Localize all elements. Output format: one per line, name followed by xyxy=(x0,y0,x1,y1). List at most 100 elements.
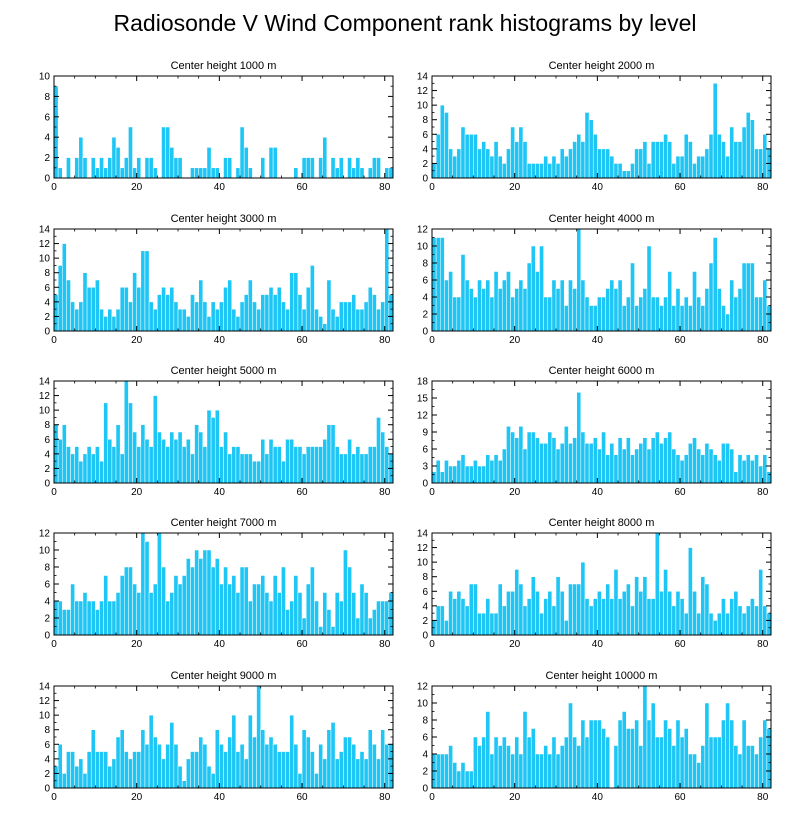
bar xyxy=(667,431,673,484)
bar xyxy=(559,443,565,484)
panel-title: Center height 5000 m xyxy=(171,365,277,377)
y-tick-label: 6 xyxy=(422,587,428,598)
bar xyxy=(260,157,266,179)
bar xyxy=(510,753,515,789)
bar xyxy=(659,443,664,484)
bar xyxy=(514,437,520,484)
bar xyxy=(111,600,117,636)
bar xyxy=(688,305,693,332)
bar xyxy=(543,598,548,636)
bar xyxy=(526,163,532,179)
bar xyxy=(650,702,656,789)
bar xyxy=(235,316,241,332)
bar xyxy=(82,592,88,636)
bar xyxy=(128,402,133,484)
x-tick-label: 80 xyxy=(379,639,391,650)
y-tick-label: 9 xyxy=(422,428,428,439)
bar xyxy=(547,431,553,484)
bar xyxy=(584,598,590,636)
bar xyxy=(136,446,142,484)
bar xyxy=(435,134,441,179)
bar xyxy=(572,437,577,484)
bar xyxy=(173,157,179,179)
y-tick-label: 8 xyxy=(44,420,50,431)
bar xyxy=(452,155,458,179)
bar xyxy=(530,163,536,179)
bar xyxy=(613,163,619,179)
bar xyxy=(103,316,108,332)
bar xyxy=(551,155,557,179)
bar xyxy=(745,745,751,789)
bar xyxy=(351,453,357,484)
bar xyxy=(70,583,75,636)
bar xyxy=(305,157,311,179)
bar xyxy=(314,308,319,332)
bar xyxy=(530,728,536,789)
bar xyxy=(717,736,722,789)
bar xyxy=(181,780,187,789)
bar xyxy=(564,426,569,484)
bar xyxy=(440,753,445,789)
bar xyxy=(654,431,660,484)
bar xyxy=(90,729,96,789)
bar xyxy=(103,167,108,179)
bar xyxy=(464,279,470,332)
bar xyxy=(334,592,340,636)
bar xyxy=(347,439,352,484)
x-tick-label: 80 xyxy=(379,792,391,803)
bar xyxy=(683,454,689,484)
bar xyxy=(654,296,660,332)
bar xyxy=(289,439,295,484)
bar xyxy=(124,157,129,179)
bar xyxy=(754,296,759,332)
bar xyxy=(588,605,594,636)
bar xyxy=(111,316,117,332)
bar xyxy=(572,141,577,179)
bar xyxy=(367,729,373,789)
panel-title: Center height 8000 m xyxy=(549,517,655,529)
y-tick-label: 2 xyxy=(422,767,428,778)
bar xyxy=(543,155,548,179)
bar xyxy=(301,308,307,332)
bar xyxy=(285,751,290,789)
bar xyxy=(351,592,357,636)
bar xyxy=(99,157,104,179)
bar xyxy=(293,446,299,484)
bar xyxy=(683,728,689,789)
y-tick-label: 10 xyxy=(39,72,51,83)
bar xyxy=(708,736,714,789)
bar xyxy=(297,294,303,332)
bar xyxy=(227,279,233,332)
bar xyxy=(276,287,282,332)
bar xyxy=(559,279,565,332)
bar xyxy=(456,148,462,179)
bar xyxy=(721,443,726,484)
bar xyxy=(671,448,677,484)
bar xyxy=(522,605,528,636)
bar xyxy=(733,141,739,179)
bar xyxy=(444,753,449,789)
bar xyxy=(530,576,536,636)
bar xyxy=(725,702,730,789)
x-tick-label: 80 xyxy=(757,335,769,346)
bar xyxy=(617,163,623,179)
bar xyxy=(696,296,701,332)
bar xyxy=(165,600,170,636)
bar xyxy=(564,620,569,636)
bar xyxy=(165,126,170,179)
x-tick-label: 80 xyxy=(757,792,769,803)
x-tick-label: 20 xyxy=(509,639,521,650)
bar xyxy=(62,424,67,484)
bar xyxy=(74,600,80,636)
bar xyxy=(223,287,228,332)
bar xyxy=(679,598,685,636)
bar xyxy=(157,532,162,636)
x-tick-label: 0 xyxy=(51,335,57,346)
bar xyxy=(214,167,220,179)
panel-6: Center height 6000 m 0 20 40 60 80 0 3 6 9 12 15 18 xyxy=(417,365,772,498)
bar xyxy=(721,141,726,179)
x-tick-label: 60 xyxy=(674,487,686,498)
bar xyxy=(57,744,63,789)
bar xyxy=(223,751,228,789)
bar xyxy=(522,448,528,484)
